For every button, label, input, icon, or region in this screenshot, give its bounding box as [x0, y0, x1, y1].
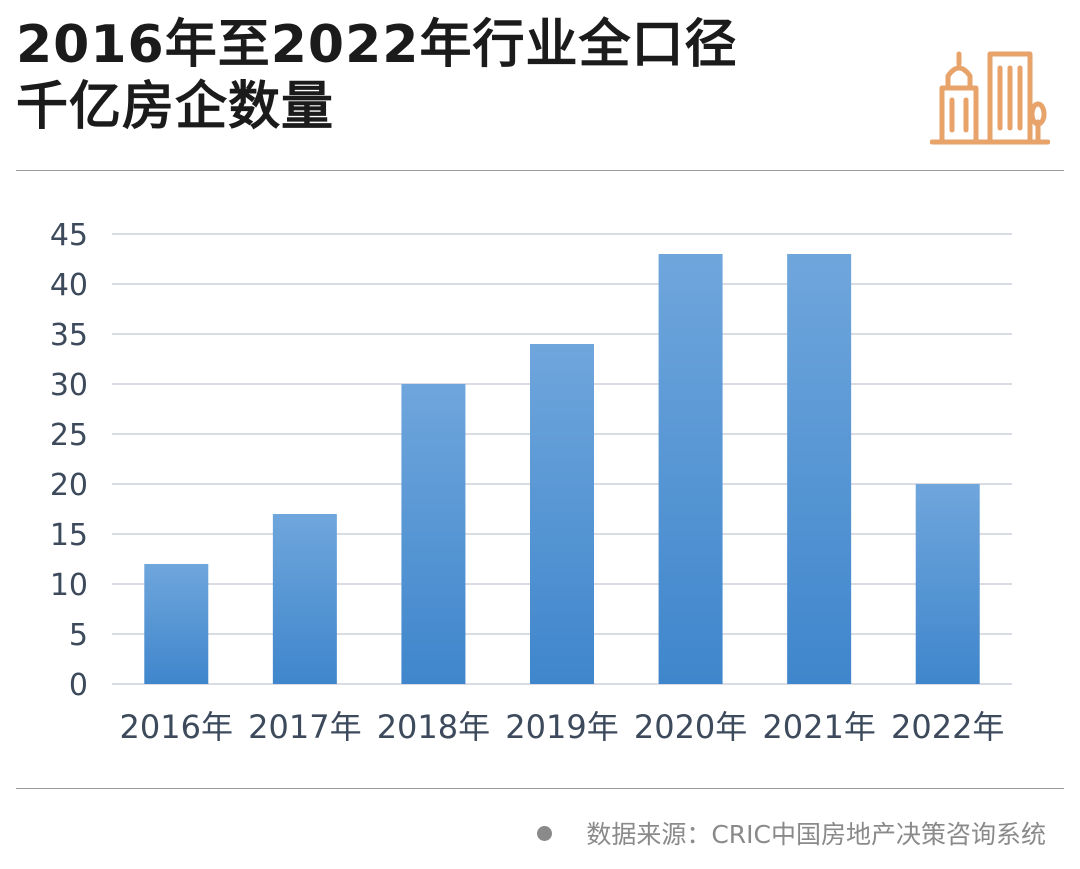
- x-category-label: 2021年: [762, 708, 875, 746]
- y-tick-label: 0: [69, 668, 88, 703]
- bar-2021年: [787, 254, 852, 684]
- y-tick-label: 10: [50, 568, 88, 603]
- x-category-label: 2019年: [505, 708, 618, 746]
- y-tick-label: 25: [50, 418, 88, 453]
- x-category-label: 2017年: [248, 708, 361, 746]
- title-line-1: 2016年至2022年行业全口径: [16, 15, 738, 75]
- y-tick-label: 15: [50, 518, 88, 553]
- x-category-label: 2018年: [377, 708, 490, 746]
- city-buildings-icon: [930, 51, 1050, 145]
- bar-2017年: [272, 514, 337, 684]
- y-tick-label: 30: [50, 368, 88, 403]
- x-category-label: 2022年: [891, 708, 1004, 746]
- y-tick-label: 40: [50, 268, 88, 303]
- x-category-label: 2020年: [634, 708, 747, 746]
- bars: [144, 254, 980, 684]
- y-tick-label: 20: [50, 468, 88, 503]
- source-text: 数据来源：CRIC中国房地产决策咨询系统: [586, 820, 1046, 849]
- chart-title: 2016年至2022年行业全口径 千亿房企数量: [16, 14, 876, 138]
- bar-2016年: [144, 564, 209, 684]
- top-divider: [16, 170, 1064, 171]
- source-note: 数据来源：CRIC中国房地产决策咨询系统: [537, 815, 1046, 851]
- y-tick-label: 5: [69, 618, 88, 653]
- bar-2022年: [915, 484, 980, 684]
- bar-2018年: [401, 384, 466, 684]
- bar-2020年: [658, 254, 723, 684]
- x-category-label: 2016年: [120, 708, 233, 746]
- bottom-divider: [16, 788, 1064, 789]
- bar-2019年: [530, 344, 594, 684]
- y-tick-label: 45: [50, 218, 88, 253]
- y-axis-ticks: 0 5 10 15 20 25 30 35 40 45: [50, 218, 88, 703]
- x-axis-labels: 2016年 2017年 2018年 2019年 2020年 2021年 2022年: [120, 708, 1005, 746]
- title-line-2: 千亿房企数量: [16, 77, 335, 137]
- y-tick-label: 35: [50, 318, 88, 353]
- bullet-dot-icon: [537, 825, 553, 841]
